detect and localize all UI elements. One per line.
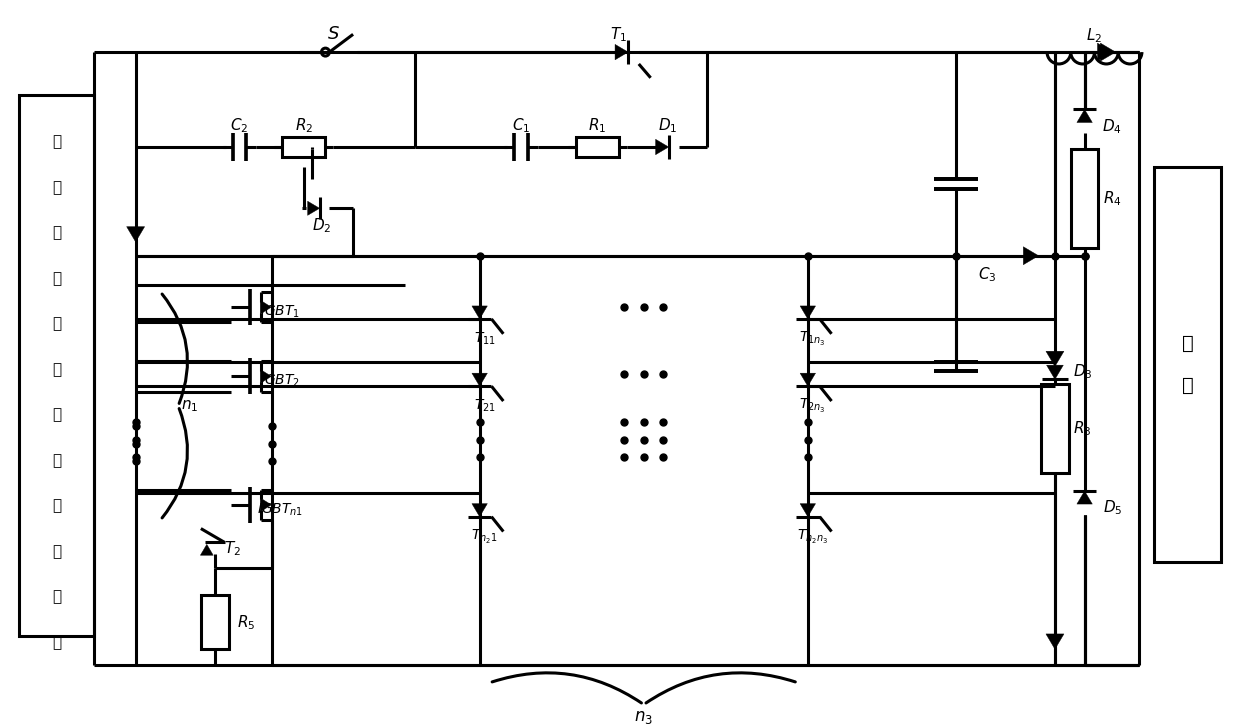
Text: $n_3$: $n_3$ (634, 709, 653, 726)
Text: 母: 母 (52, 590, 61, 604)
Text: 或: 或 (52, 453, 61, 468)
Text: 步: 步 (52, 271, 61, 286)
Text: $R_2$: $R_2$ (295, 116, 312, 134)
Polygon shape (1023, 246, 1039, 265)
Text: 机: 机 (52, 407, 61, 422)
Text: $C_3$: $C_3$ (978, 265, 997, 284)
Bar (19, 95, 94, 636)
Bar (1071, 149, 1099, 248)
Text: $IGBT_1$: $IGBT_1$ (260, 304, 300, 321)
Text: $R_1$: $R_1$ (588, 116, 606, 134)
Polygon shape (1047, 365, 1063, 379)
Text: 线: 线 (52, 635, 61, 650)
Text: $T_{1n_3}$: $T_{1n_3}$ (800, 330, 826, 348)
Text: $T_1$: $T_1$ (610, 25, 627, 44)
Polygon shape (615, 44, 629, 60)
Text: $L_2$: $L_2$ (1086, 26, 1102, 44)
Text: $D_4$: $D_4$ (1102, 117, 1122, 136)
Polygon shape (1076, 110, 1092, 122)
Text: $R_5$: $R_5$ (237, 613, 255, 632)
Bar (201, 595, 228, 649)
Polygon shape (308, 201, 320, 215)
Polygon shape (1097, 43, 1112, 61)
Text: $T_{n_2n_3}$: $T_{n_2n_3}$ (797, 527, 828, 545)
Text: $R_4$: $R_4$ (1102, 189, 1122, 208)
Text: $T_{11}$: $T_{11}$ (474, 331, 496, 347)
Text: $C_1$: $C_1$ (512, 116, 531, 134)
Polygon shape (260, 300, 272, 314)
Text: $n_1$: $n_1$ (181, 398, 198, 414)
Text: $D_5$: $D_5$ (1102, 499, 1122, 517)
Bar (281, 137, 325, 157)
Bar (575, 137, 619, 157)
Text: 负
载: 负 载 (1182, 334, 1193, 395)
Text: $D_3$: $D_3$ (1073, 362, 1092, 381)
Polygon shape (201, 545, 213, 555)
Text: 流: 流 (52, 180, 61, 195)
Text: $IGBT_2$: $IGBT_2$ (260, 373, 300, 390)
Text: $T_{2n_3}$: $T_{2n_3}$ (800, 397, 826, 415)
Text: $T_2$: $T_2$ (224, 539, 241, 558)
Text: 流: 流 (52, 544, 61, 559)
Text: $C_2$: $C_2$ (231, 116, 248, 134)
Text: 同: 同 (52, 225, 61, 241)
Polygon shape (1047, 351, 1064, 366)
Bar (1153, 166, 1221, 562)
Polygon shape (472, 373, 487, 386)
Text: 电: 电 (52, 362, 61, 377)
Polygon shape (800, 373, 816, 386)
Text: $D_2$: $D_2$ (311, 217, 331, 236)
Polygon shape (1100, 43, 1116, 61)
Polygon shape (800, 306, 816, 319)
Text: 整: 整 (52, 134, 61, 150)
Text: $D_1$: $D_1$ (657, 116, 677, 134)
Polygon shape (472, 306, 487, 319)
Polygon shape (800, 504, 816, 517)
Polygon shape (260, 369, 272, 383)
Text: $R_3$: $R_3$ (1074, 419, 1092, 438)
Text: $S$: $S$ (327, 25, 340, 44)
Polygon shape (472, 504, 487, 517)
Text: $T_{21}$: $T_{21}$ (474, 398, 496, 414)
Polygon shape (260, 498, 272, 512)
Polygon shape (656, 140, 668, 155)
Polygon shape (1076, 491, 1092, 504)
Text: 直: 直 (52, 498, 61, 513)
Bar (1042, 385, 1069, 473)
Text: 发: 发 (52, 316, 61, 332)
Polygon shape (1047, 634, 1064, 649)
Text: $T_{n_21}$: $T_{n_21}$ (471, 527, 497, 545)
Text: $IGBT_{n1}$: $IGBT_{n1}$ (257, 502, 303, 518)
Polygon shape (126, 227, 145, 242)
